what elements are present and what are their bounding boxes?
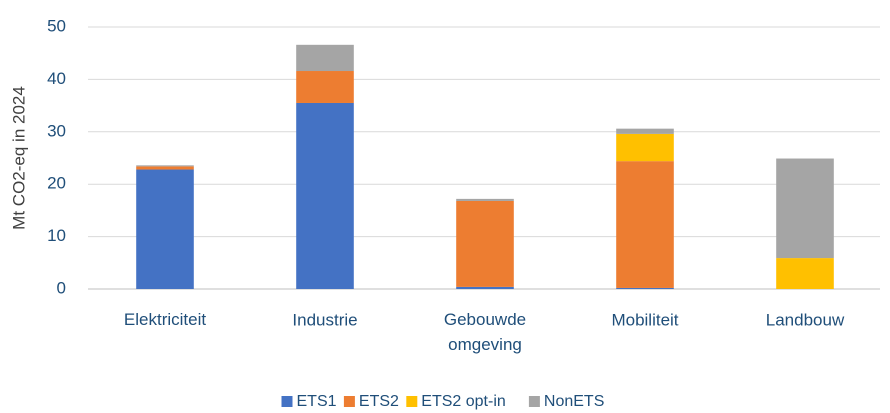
bar-segment — [776, 258, 834, 289]
legend-label: NonETS — [544, 393, 604, 410]
bar-segment — [616, 133, 674, 162]
y-tick-label: 40 — [47, 69, 66, 88]
y-tick-label: 0 — [57, 278, 66, 297]
bar-segment — [136, 165, 194, 167]
y-tick-label: 20 — [47, 174, 66, 193]
bar-segment — [136, 169, 194, 289]
bar-segment — [456, 198, 514, 201]
bar-segment — [296, 44, 354, 72]
bar-segment — [616, 128, 674, 134]
bar-segment — [616, 287, 674, 289]
y-tick-label: 30 — [47, 121, 66, 140]
y-tick-label: 10 — [47, 226, 66, 245]
bar-segment — [616, 161, 674, 288]
legend-label: ETS1 — [297, 393, 337, 410]
legend-label: ETS2 opt-in — [421, 393, 505, 410]
x-tick-label: Mobiliteit — [611, 310, 678, 329]
legend-swatch — [281, 396, 293, 407]
bar-segment — [456, 286, 514, 289]
legend-label: ETS2 — [359, 393, 399, 410]
legend-swatch — [343, 396, 355, 407]
bar-segment — [296, 102, 354, 289]
y-axis-label: Mt CO2-eq in 2024 — [9, 86, 28, 230]
x-tick-label: Gebouwde omgeving — [444, 310, 526, 354]
bar-segment — [296, 71, 354, 103]
x-tick-label: Elektriciteit — [124, 310, 206, 329]
bar-segment — [776, 158, 834, 259]
y-tick-label: 50 — [47, 16, 66, 35]
x-tick-label: Industrie — [292, 310, 357, 329]
legend-swatch — [528, 396, 540, 407]
x-tick-label: Landbouw — [766, 310, 845, 329]
bar-segment — [136, 166, 194, 170]
legend-swatch — [406, 396, 418, 407]
bar-segment — [456, 200, 514, 287]
